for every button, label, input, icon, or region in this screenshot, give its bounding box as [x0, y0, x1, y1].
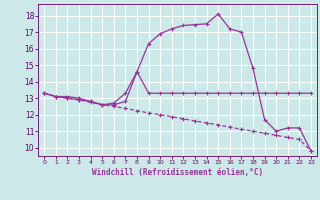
X-axis label: Windchill (Refroidissement éolien,°C): Windchill (Refroidissement éolien,°C): [92, 168, 263, 177]
